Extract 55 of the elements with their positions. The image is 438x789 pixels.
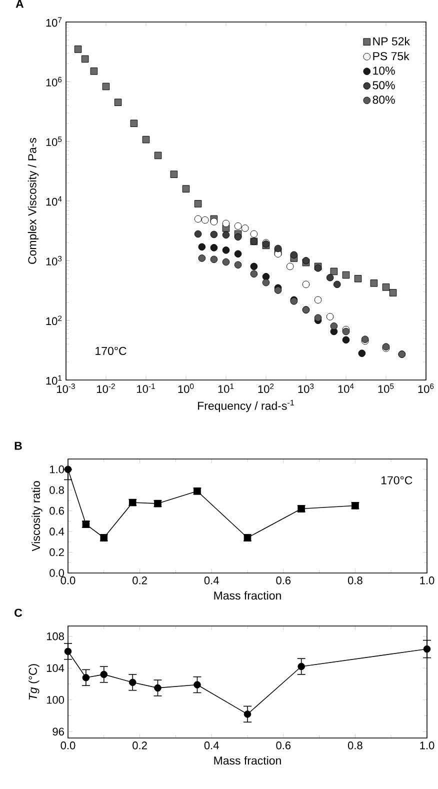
y-tick-label: 10$^{1}$ — [46, 375, 62, 385]
y-tick-label: 10$^{6}$ — [46, 76, 62, 86]
y-tick-label: 104 — [46, 664, 64, 672]
x-tick-label: 10$^{1}$ — [218, 384, 234, 393]
x-tick-label: 0.0 — [60, 576, 76, 584]
x-tick-label: 10$^{6}$ — [418, 384, 434, 393]
x-tick-label: 10$^{-1}$ — [137, 384, 155, 393]
y-tick-label: 10$^{7}$ — [46, 17, 62, 27]
x-tick-label: 0.8 — [348, 576, 362, 584]
x-tick-label: 10$^{3}$ — [298, 384, 314, 393]
y-axis-title: Viscosity ratio — [32, 481, 42, 552]
y-tick-label: 1.0 — [50, 465, 64, 474]
y-tick-label: 10$^{3}$ — [46, 256, 62, 266]
x-tick-label: 10$^{-3}$ — [57, 384, 75, 393]
text: A — [16, 0, 24, 8]
y-axis-title: Complex Viscosity / Pa-s — [28, 138, 39, 264]
y-tick-label: 10$^{4}$ — [46, 196, 62, 206]
legend-label: NP 52k — [373, 36, 410, 46]
legend-label: 10% — [373, 66, 395, 75]
legend-label: 80% — [372, 96, 395, 104]
y-tick-label: 0.4 — [50, 528, 64, 536]
x-tick-label: 0.4 — [204, 576, 219, 584]
y-tick-label: 10$^{5}$ — [46, 136, 62, 146]
text: B — [14, 442, 22, 450]
x-tick-label: 0.0 — [60, 742, 76, 750]
y-tick-label: 0.0 — [50, 569, 64, 577]
x-axis-title: Mass fraction — [214, 591, 281, 600]
x-tick-label: 0.2 — [132, 742, 147, 750]
y-tick-label: 108 — [46, 632, 64, 640]
y-tick-label: 100 — [46, 696, 64, 704]
x-tick-label: 10$^{-2}$ — [97, 384, 115, 393]
x-tick-label: 10$^{2}$ — [258, 384, 274, 393]
text: C — [14, 608, 22, 617]
y-tick-label: 0.2 — [50, 548, 64, 556]
x-tick-label: 0.2 — [132, 576, 147, 584]
y-tick-label: 0.6 — [50, 506, 64, 515]
y-tick-label: 96 — [52, 728, 64, 736]
y-axis-title: Tg (°C) — [28, 664, 40, 700]
x-tick-label: 0.6 — [276, 742, 291, 750]
y-tick-label: 10$^{2}$ — [46, 316, 62, 326]
x-tick-label: 0.4 — [204, 742, 219, 750]
x-tick-label: 1.0 — [420, 742, 434, 750]
y-tick-label: 0.8 — [50, 486, 64, 494]
x-tick-label: 0.8 — [348, 742, 362, 750]
legend-label: 50% — [372, 81, 395, 90]
x-tick-label: 0.6 — [276, 576, 291, 584]
x-axis-title: Mass fraction — [214, 756, 281, 765]
annotation: 170°C — [381, 476, 412, 484]
x-tick-label: 10$^{4}$ — [338, 384, 354, 393]
x-axis-title: Frequency / rad-s$^{-1}$ — [198, 400, 294, 412]
annotation: 170°C — [96, 346, 126, 355]
legend-label: PS 75k — [373, 52, 410, 60]
x-tick-label: 10$^{0}$ — [178, 384, 194, 393]
x-tick-label: 1.0 — [420, 576, 434, 584]
x-tick-label: 10$^{5}$ — [378, 384, 394, 393]
